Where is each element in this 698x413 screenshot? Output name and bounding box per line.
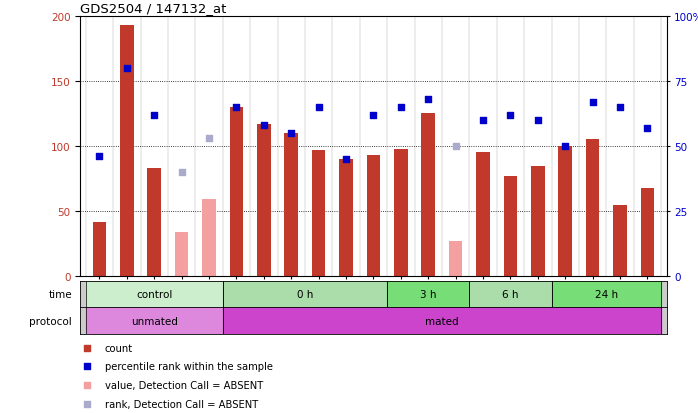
Point xyxy=(587,99,598,106)
Point xyxy=(94,154,105,160)
Bar xyxy=(422,114,435,277)
Bar xyxy=(503,176,517,277)
Bar xyxy=(339,159,353,277)
Text: 6 h: 6 h xyxy=(502,289,519,299)
Bar xyxy=(147,169,161,277)
Point xyxy=(432,152,443,159)
Bar xyxy=(469,281,551,308)
Text: protocol: protocol xyxy=(29,316,72,326)
Bar xyxy=(531,166,544,277)
Point xyxy=(642,125,653,132)
Bar xyxy=(223,281,387,308)
Point xyxy=(432,321,443,328)
Point xyxy=(533,117,544,124)
Text: 24 h: 24 h xyxy=(595,289,618,299)
Point xyxy=(614,104,625,111)
Text: value, Detection Call = ABSENT: value, Detection Call = ABSENT xyxy=(105,380,263,390)
Bar xyxy=(174,233,188,277)
Bar xyxy=(86,281,223,308)
Point xyxy=(395,104,406,111)
Bar xyxy=(223,308,661,335)
Bar xyxy=(93,222,106,277)
Bar xyxy=(366,156,380,277)
Point xyxy=(231,104,242,111)
Bar xyxy=(230,107,244,277)
Bar xyxy=(312,150,325,277)
Point xyxy=(560,143,571,150)
Bar xyxy=(641,188,654,277)
Bar xyxy=(449,242,463,277)
Text: GDS2504 / 147132_at: GDS2504 / 147132_at xyxy=(80,2,227,15)
Text: mated: mated xyxy=(425,316,459,326)
Point xyxy=(313,104,324,111)
Bar xyxy=(394,149,408,277)
Text: unmated: unmated xyxy=(131,316,178,326)
Bar xyxy=(86,308,223,335)
Point xyxy=(285,131,297,137)
Bar xyxy=(586,140,600,277)
Bar xyxy=(551,281,661,308)
Bar xyxy=(476,153,490,277)
Text: 0 h: 0 h xyxy=(297,289,313,299)
Point xyxy=(176,169,187,176)
Point xyxy=(368,112,379,119)
Point xyxy=(477,117,489,124)
Point xyxy=(203,135,214,142)
Point xyxy=(423,97,434,103)
Bar xyxy=(202,200,216,277)
Text: rank, Detection Call = ABSENT: rank, Detection Call = ABSENT xyxy=(105,399,258,408)
Point xyxy=(258,123,269,129)
Point xyxy=(149,112,160,119)
Point xyxy=(505,112,516,119)
Bar xyxy=(558,147,572,277)
Text: percentile rank within the sample: percentile rank within the sample xyxy=(105,361,273,371)
Bar xyxy=(387,281,469,308)
Bar xyxy=(613,205,627,277)
Bar xyxy=(284,134,298,277)
Text: time: time xyxy=(48,289,72,299)
Text: count: count xyxy=(105,343,133,353)
Point xyxy=(121,65,133,72)
Bar xyxy=(120,26,134,277)
Text: control: control xyxy=(136,289,172,299)
Point xyxy=(341,156,352,163)
Bar xyxy=(257,124,271,277)
Point xyxy=(450,143,461,150)
Text: 3 h: 3 h xyxy=(420,289,436,299)
